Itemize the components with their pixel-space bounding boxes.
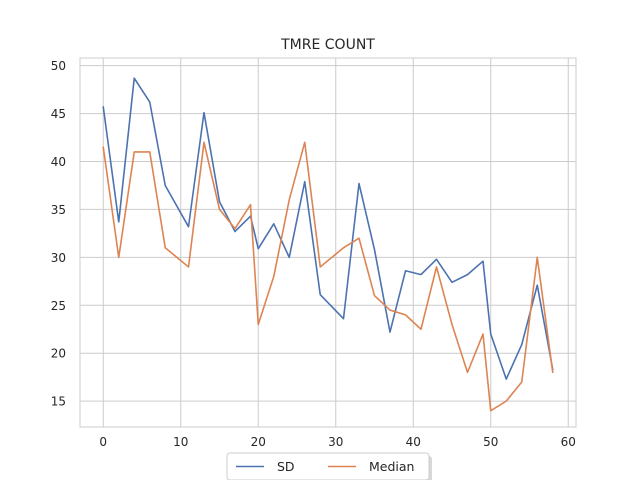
- legend: SD Median: [226, 452, 432, 480]
- y-tick-label: 30: [51, 251, 66, 265]
- grid-lines: [80, 58, 576, 427]
- legend-label-median: Median: [369, 459, 414, 474]
- x-tick-label: 10: [173, 435, 188, 449]
- x-tick-labels: 0 10 20 30 40 50 60: [99, 435, 575, 449]
- y-tick-label: 20: [51, 347, 66, 361]
- y-tick-label: 40: [51, 155, 66, 169]
- series-line-median: [102, 141, 554, 412]
- y-tick-labels: 15 20 25 30 35 40 45 50: [51, 59, 66, 408]
- y-tick-label: 15: [51, 395, 66, 409]
- x-tick-label: 60: [561, 435, 576, 449]
- plot-frame: [79, 57, 577, 428]
- y-tick-label: 35: [51, 203, 66, 217]
- y-tick-label: 25: [51, 299, 66, 313]
- x-tick-label: 20: [251, 435, 266, 449]
- x-tick-label: 40: [406, 435, 421, 449]
- x-tick-label: 50: [483, 435, 498, 449]
- chart-title: TMRE COUNT: [280, 37, 375, 53]
- x-tick-label: 30: [328, 435, 343, 449]
- y-tick-label: 45: [51, 107, 66, 121]
- x-tick-label: 0: [99, 435, 107, 449]
- y-tick-label: 50: [51, 59, 66, 73]
- series-line-sd: [102, 77, 554, 380]
- legend-label-sd: SD: [277, 459, 295, 474]
- series-lines: [102, 77, 554, 412]
